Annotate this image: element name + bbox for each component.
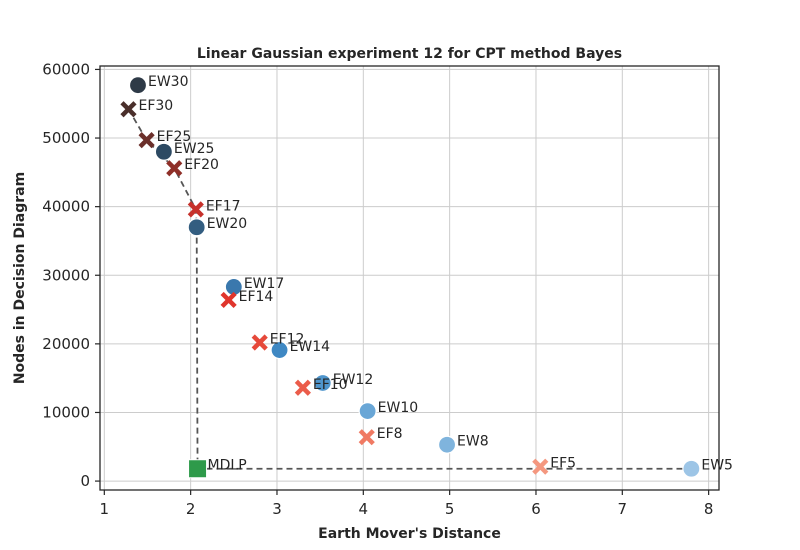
data-point-ef14 (220, 291, 237, 309)
point-label-ef10: EF10 (313, 377, 348, 393)
data-point-ew10 (358, 402, 377, 421)
y-tick-label: 30000 (42, 266, 90, 284)
point-label-ew17: EW17 (244, 276, 285, 292)
point-label-ew25: EW25 (174, 141, 215, 157)
data-point-ef25 (138, 132, 155, 149)
point-label-ew12: EW12 (333, 372, 374, 388)
data-point-ew30 (128, 76, 148, 95)
y-tick-label: 40000 (42, 198, 90, 216)
data-point-ew5 (682, 459, 701, 478)
data-point-ef17 (187, 201, 204, 218)
y-tick-label: 60000 (42, 60, 90, 78)
x-tick-label: 7 (618, 500, 628, 518)
plot-frame (99, 65, 720, 491)
point-label-ef17: EF17 (206, 198, 241, 214)
y-tick-label: 0 (80, 472, 90, 490)
x-tick-label: 3 (272, 500, 282, 518)
point-label-ew20: EW20 (207, 216, 248, 232)
point-label-ew8: EW8 (457, 434, 489, 450)
x-tick-label: 4 (359, 500, 369, 518)
data-point-ef30 (120, 101, 137, 118)
x-tick-label: 2 (186, 500, 196, 518)
y-tick-label: 50000 (42, 129, 90, 147)
point-label-ef12: EF12 (270, 331, 305, 347)
data-point-mdlp (188, 459, 208, 479)
data-point-ew14 (270, 340, 289, 360)
point-label-ef14: EF14 (239, 289, 274, 305)
point-label-ef8: EF8 (377, 426, 403, 442)
point-label-mdlp: MDLP (208, 458, 247, 474)
x-tick-label: 5 (445, 500, 455, 518)
data-point-ef5 (532, 458, 549, 475)
data-point-ef8 (358, 429, 375, 446)
point-label-ef30: EF30 (138, 98, 173, 114)
grid (100, 66, 719, 490)
x-axis-title: Earth Mover's Distance (318, 526, 501, 542)
point-label-ef25: EF25 (157, 129, 192, 145)
x-tick-label: 6 (531, 500, 541, 518)
y-axis-title: Nodes in Decision Diagram (12, 172, 28, 384)
x-tick-label: 8 (704, 500, 714, 518)
data-point-ew25 (154, 142, 173, 161)
chart-title: Linear Gaussian experiment 12 for CPT me… (197, 46, 622, 62)
point-label-ew30: EW30 (148, 74, 189, 90)
point-label-ew5: EW5 (701, 458, 733, 474)
data-points (120, 76, 701, 479)
y-tick-label: 10000 (42, 403, 90, 421)
point-label-ef5: EF5 (550, 456, 576, 472)
point-label-ew10: EW10 (378, 400, 419, 416)
data-point-ew12 (313, 373, 332, 393)
data-point-ew20 (187, 218, 206, 237)
data-point-ew8 (437, 435, 457, 454)
y-tick-label: 20000 (42, 335, 90, 353)
data-point-ef20 (166, 160, 183, 177)
data-point-ef12 (251, 334, 268, 351)
x-tick-label: 1 (100, 500, 110, 518)
point-label-ef20: EF20 (184, 157, 219, 173)
point-label-ew14: EW14 (290, 339, 331, 355)
axis-ticks: 1 2 3 4 5 6 7 8 0 10000 20000 30000 40000 50000 60000 (42, 60, 713, 518)
data-point-ef10 (294, 379, 311, 396)
